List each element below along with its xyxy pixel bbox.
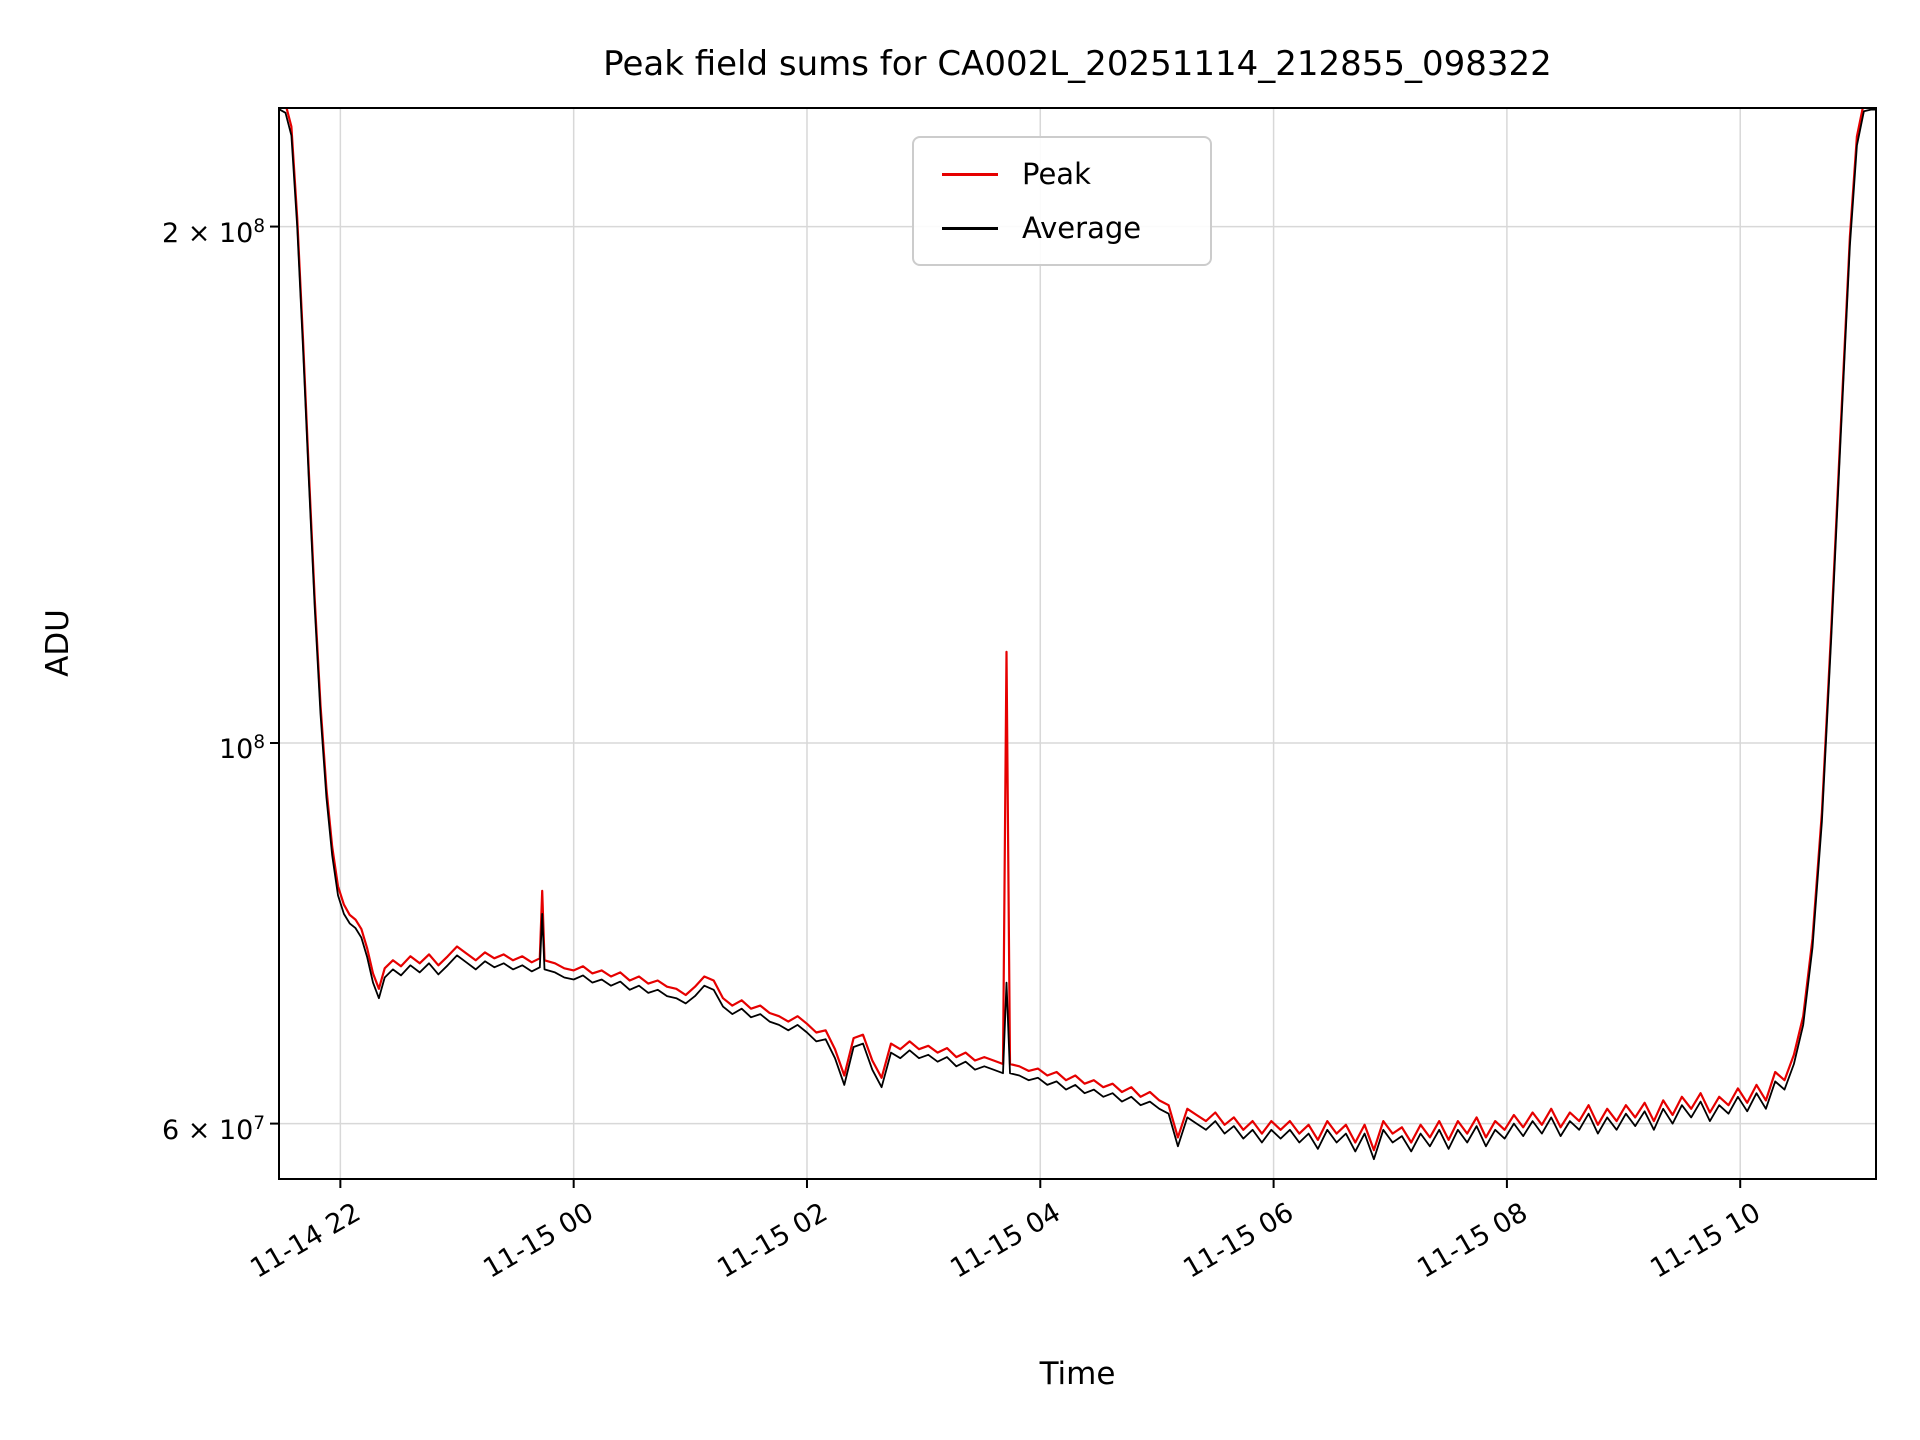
y-axis-label: ADU: [40, 609, 76, 677]
peak-line-swatch: [942, 172, 998, 176]
y-tick-label: 6 × 107: [161, 1112, 265, 1146]
average-series-line: [279, 108, 1876, 1161]
grid-lines: [279, 108, 1876, 1179]
chart-title: Peak field sums for CA002L_20251114_2128…: [603, 44, 1552, 84]
legend-label-peak: Peak: [1022, 157, 1091, 191]
y-tick-label: 2 × 108: [161, 215, 265, 249]
plot-border: [278, 107, 1877, 1180]
y-tick-label: 108: [218, 732, 265, 765]
peak-series-line: [285, 108, 1864, 1152]
legend-item-average: Average: [942, 206, 1182, 250]
average-line-swatch: [942, 226, 998, 230]
legend-item-peak: Peak: [942, 152, 1182, 196]
x-axis-label: Time: [1039, 1356, 1116, 1392]
legend-label-average: Average: [1022, 211, 1142, 245]
legend: Peak Average: [912, 136, 1212, 266]
tick-marks: [270, 225, 1742, 1188]
